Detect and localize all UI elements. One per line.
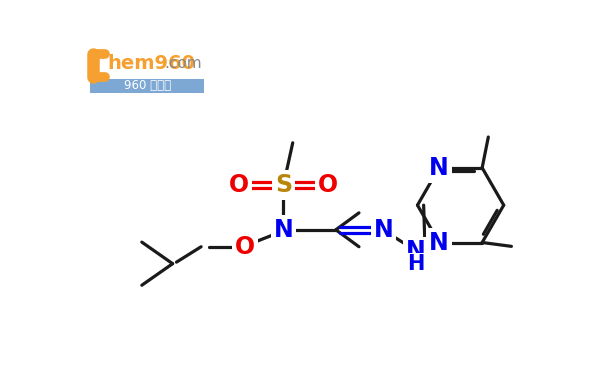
Text: O: O xyxy=(235,235,255,259)
Text: S: S xyxy=(275,173,292,197)
Text: N: N xyxy=(273,218,293,242)
Text: 960 化工网: 960 化工网 xyxy=(125,79,172,92)
Text: N: N xyxy=(374,218,393,242)
Text: hem960: hem960 xyxy=(107,54,195,73)
Text: N: N xyxy=(429,156,449,180)
Text: O: O xyxy=(318,173,338,197)
Text: N: N xyxy=(406,239,426,263)
Bar xyxy=(90,79,204,93)
Text: N: N xyxy=(429,231,449,255)
Text: H: H xyxy=(407,254,425,274)
Text: O: O xyxy=(229,173,249,197)
Text: .com: .com xyxy=(164,56,202,71)
